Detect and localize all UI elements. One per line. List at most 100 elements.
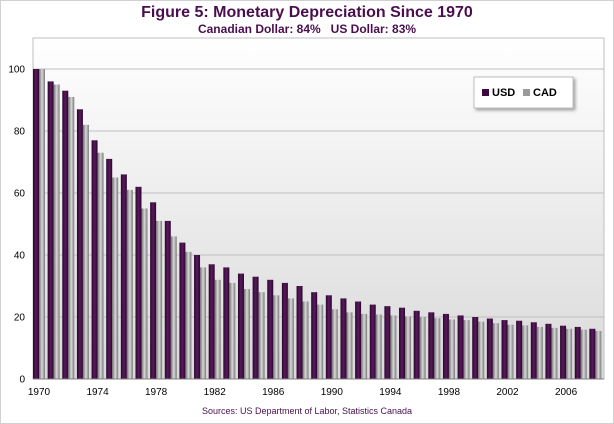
- legend-label-cad: CAD: [533, 87, 557, 99]
- bar-cad-1975: [112, 177, 119, 379]
- bar-cad-1994: [390, 315, 397, 379]
- legend-swatch-usd: [482, 89, 489, 96]
- bar-cad-1992: [361, 313, 368, 379]
- bar-cad-1974: [97, 152, 104, 379]
- chart-title: Figure 5: Monetary Depreciation Since 19…: [141, 4, 473, 21]
- bar-usd-1989: [311, 292, 318, 379]
- bar-cad-1995: [405, 316, 412, 379]
- bar-usd-1978: [150, 202, 157, 379]
- bar-usd-1975: [106, 158, 113, 379]
- x-tick-label: 2006: [555, 387, 578, 398]
- bar-usd-1991: [340, 298, 347, 379]
- chart-source: Sources: US Department of Labor, Statist…: [201, 406, 413, 416]
- x-tick-label: 1982: [204, 387, 227, 398]
- bar-cad-1985: [258, 292, 265, 379]
- bar-usd-1987: [281, 282, 288, 379]
- bar-usd-1998: [442, 313, 449, 379]
- bar-usd-1980: [179, 242, 186, 379]
- x-tick-label: 1970: [28, 387, 51, 398]
- bar-usd-1984: [237, 273, 244, 379]
- bar-usd-1970: [33, 69, 39, 379]
- legend-label-usd: USD: [492, 87, 515, 99]
- bar-usd-1988: [296, 286, 303, 379]
- bar-cad-1988: [302, 301, 309, 379]
- bar-cad-1981: [200, 267, 207, 379]
- bar-usd-1983: [223, 267, 230, 379]
- bar-cad-2002: [507, 324, 514, 379]
- bar-cad-1986: [273, 295, 280, 379]
- bar-usd-2002: [501, 320, 508, 379]
- bar-usd-1979: [164, 220, 171, 379]
- bar-usd-2001: [486, 318, 493, 379]
- x-tick-label: 1974: [86, 387, 109, 398]
- bar-usd-1995: [399, 307, 406, 379]
- bar-usd-1981: [194, 255, 201, 379]
- bar-usd-1996: [413, 310, 420, 379]
- bar-cad-1990: [331, 309, 338, 379]
- bar-usd-1971: [47, 81, 54, 380]
- x-tick-label: 2002: [496, 387, 519, 398]
- bar-cad-1984: [243, 289, 250, 379]
- x-tick-label: 1998: [438, 387, 461, 398]
- bar-cad-1982: [214, 279, 221, 379]
- bar-usd-1985: [252, 276, 259, 379]
- x-tick-label: 1990: [321, 387, 344, 398]
- bar-cad-1987: [287, 298, 294, 379]
- bar-usd-1999: [457, 315, 464, 379]
- bar-usd-1994: [384, 306, 391, 379]
- x-tick-label: 1978: [145, 387, 168, 398]
- bar-cad-2000: [478, 321, 485, 379]
- bar-cad-2007: [580, 329, 587, 379]
- bar-usd-1973: [76, 109, 83, 380]
- legend: [473, 76, 574, 109]
- bar-cad-1993: [375, 314, 382, 379]
- bar-usd-1972: [62, 90, 69, 379]
- bar-usd-1977: [135, 186, 142, 379]
- bar-cad-1983: [229, 282, 236, 379]
- bar-usd-1982: [208, 264, 215, 379]
- y-tick-label: 100: [8, 65, 25, 76]
- bar-usd-1976: [120, 174, 127, 379]
- y-tick-label: 20: [14, 313, 26, 324]
- x-tick-label: 1986: [262, 387, 285, 398]
- bar-usd-2004: [530, 322, 537, 379]
- bar-usd-1986: [267, 279, 274, 379]
- bar-cad-2005: [551, 327, 558, 379]
- bar-cad-1970: [39, 69, 45, 379]
- bar-cad-2003: [522, 325, 529, 379]
- bar-cad-1997: [434, 318, 441, 379]
- bar-cad-1973: [82, 124, 89, 379]
- bar-usd-2005: [545, 323, 552, 379]
- y-tick-label: 0: [19, 375, 25, 386]
- bar-cad-1971: [53, 84, 60, 379]
- bar-usd-2003: [516, 320, 523, 379]
- bar-cad-1998: [448, 319, 455, 379]
- bar-usd-1997: [428, 312, 435, 379]
- y-tick-label: 40: [14, 251, 26, 262]
- legend-swatch-cad: [523, 89, 530, 96]
- y-tick-label: 80: [14, 127, 26, 138]
- bar-usd-1992: [355, 301, 362, 379]
- bar-cad-1977: [141, 208, 148, 379]
- bar-cad-1996: [419, 317, 426, 379]
- bar-cad-1972: [68, 96, 75, 380]
- bar-usd-1974: [91, 140, 98, 379]
- y-tick-label: 60: [14, 189, 26, 200]
- chart-subtitle: Canadian Dollar: 84% US Dollar: 83%: [197, 22, 417, 36]
- bar-usd-2008: [589, 328, 596, 379]
- bar-cad-1980: [185, 251, 192, 379]
- bar-cad-1991: [346, 312, 353, 379]
- bar-cad-1979: [170, 236, 177, 379]
- bar-cad-2001: [492, 323, 499, 379]
- bar-cad-2004: [536, 326, 543, 379]
- bar-cad-2008: [595, 330, 602, 379]
- bar-usd-1993: [369, 304, 376, 379]
- bar-cad-1976: [126, 189, 133, 379]
- bar-usd-1990: [325, 295, 332, 379]
- bar-usd-2007: [574, 326, 581, 379]
- bar-cad-1999: [463, 320, 470, 379]
- bar-usd-2006: [560, 325, 567, 379]
- bar-usd-2000: [472, 317, 479, 379]
- bar-cad-1989: [317, 304, 324, 379]
